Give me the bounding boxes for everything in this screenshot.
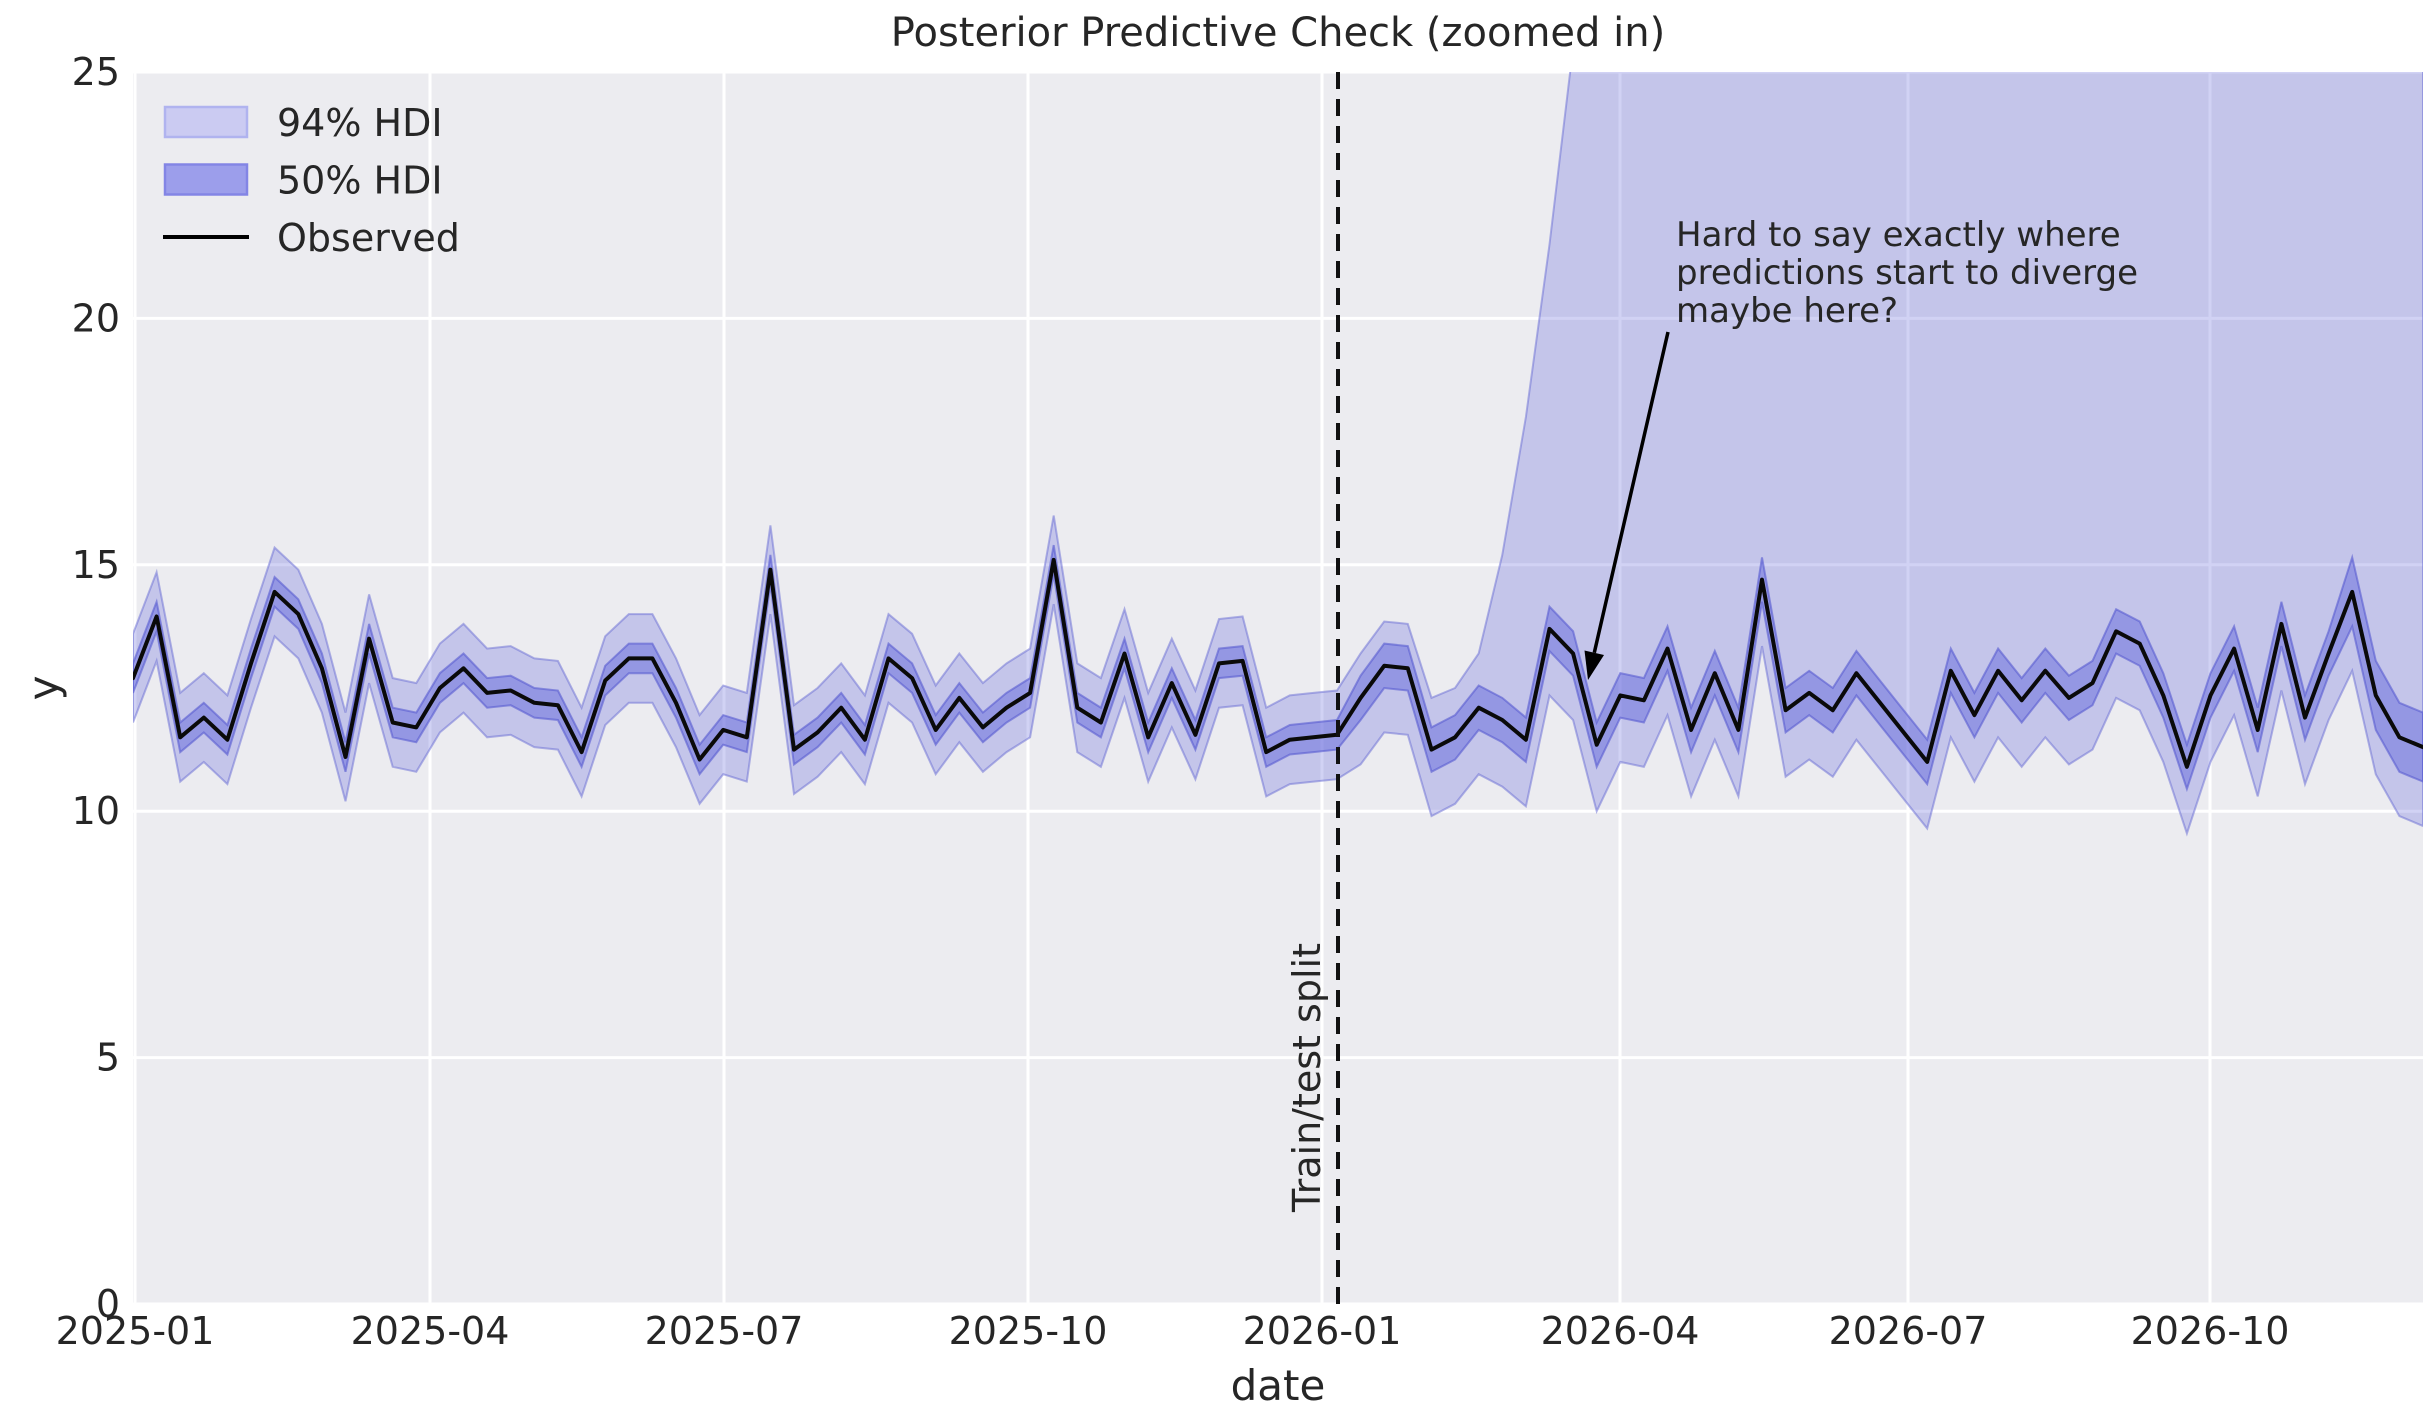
y-axis-ticks: 0 5 10 15 20 25 [72,50,120,1326]
annotation-line-1: Hard to say exactly where [1676,215,2121,255]
y-tick-label: 10 [72,789,120,833]
chart-title: Posterior Predictive Check (zoomed in) [891,10,1665,56]
y-tick-label: 0 [96,1282,120,1326]
x-tick-label: 2025-04 [351,1309,510,1353]
x-tick-label: 2026-10 [2131,1309,2290,1353]
y-axis-label: y [19,676,68,701]
train-test-split-label: Train/test split [1285,943,1329,1213]
legend-swatch-icon [163,163,249,196]
legend: 94% HDI 50% HDI Observed [163,101,460,260]
legend-label: 94% HDI [277,101,443,145]
x-axis-label: date [1231,1361,1326,1410]
arrow-head-icon [1584,650,1604,680]
observed-line [133,557,2423,769]
annotation-line-3: maybe here? [1676,291,1898,331]
y-tick-label: 5 [96,1036,120,1080]
x-tick-label: 2026-01 [1243,1309,1402,1353]
gridlines [133,70,2423,1306]
legend-label: Observed [277,216,460,260]
hdi-bands [133,72,2423,837]
y-tick-label: 25 [72,50,120,94]
arrow-shaft [1592,331,1670,654]
legend-label: 50% HDI [277,159,443,203]
x-tick-label: 2025-10 [949,1309,1108,1353]
annotation: Hard to say exactly where predictions st… [1584,215,2138,680]
plot-area [133,72,2423,1304]
x-tick-label: 2026-07 [1829,1309,1988,1353]
y-tick-label: 20 [72,296,120,340]
hdi-50-band [133,544,2423,793]
legend-swatch-icon [163,105,249,139]
x-tick-label: 2025-07 [645,1309,804,1353]
hdi-94-band [133,72,2423,837]
x-tick-label: 2026-04 [1541,1309,1700,1353]
x-tick-label: 2025-01 [56,1309,215,1353]
annotation-arrow [1584,331,1670,680]
y-tick-label: 15 [72,543,120,587]
x-axis-ticks: 2025-01 2025-04 2025-07 2025-10 2026-01 2026-… [56,1309,2290,1353]
annotation-line-2: predictions start to diverge [1676,253,2138,293]
